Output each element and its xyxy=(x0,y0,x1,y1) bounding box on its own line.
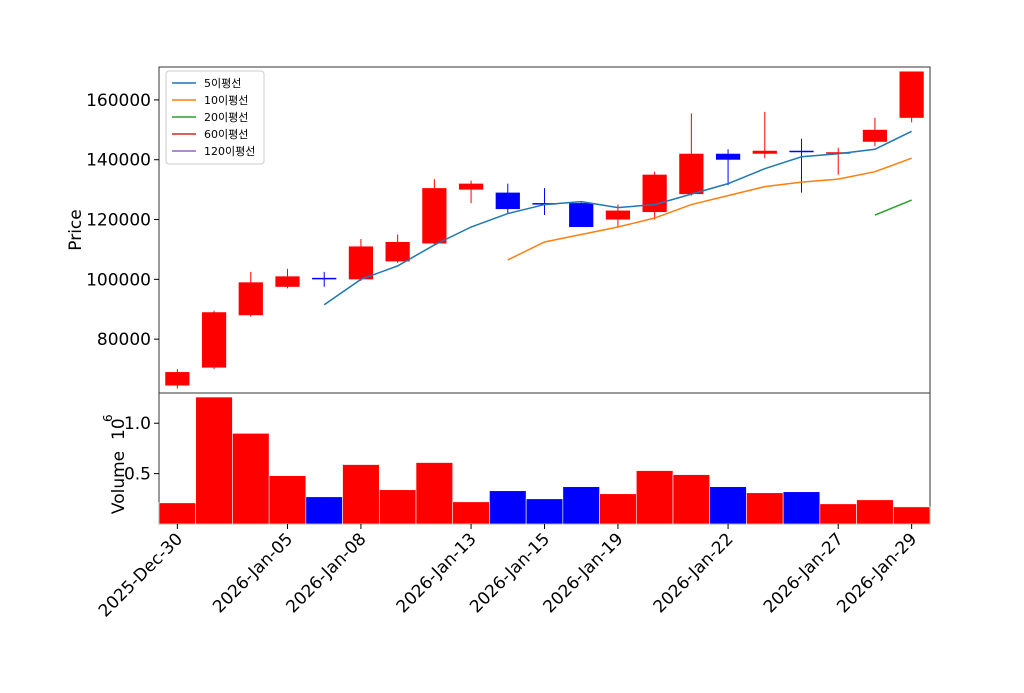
xtick-label: 2026-Jan-22 xyxy=(650,529,738,617)
volume-bar xyxy=(268,475,307,525)
volume-ytick-label: 1.0 xyxy=(124,414,151,434)
candle-body xyxy=(312,277,337,280)
xtick-label: 2025-Dec-30 xyxy=(95,529,187,621)
volume-bar xyxy=(525,498,564,525)
ma-line xyxy=(323,130,912,306)
candle-body xyxy=(642,174,667,213)
volume-bar xyxy=(489,490,527,525)
volume-bar xyxy=(452,501,490,525)
volume-bar xyxy=(672,474,711,525)
price-axis-label: Price xyxy=(66,209,86,250)
candle-body xyxy=(605,210,631,220)
candle-body xyxy=(348,246,374,280)
volume-bar xyxy=(158,502,197,525)
candle-body xyxy=(495,192,520,210)
legend-box xyxy=(165,70,265,165)
ma-line xyxy=(507,157,912,261)
volume-bar xyxy=(562,486,600,525)
candle-body xyxy=(862,129,888,142)
volume-bar xyxy=(599,493,637,525)
candle-body xyxy=(569,203,594,228)
candle-body xyxy=(385,241,410,262)
volume-axis-label: Volume xyxy=(109,451,129,514)
candle-body xyxy=(752,150,777,154)
volume-bar xyxy=(856,499,894,525)
volume-bar xyxy=(305,496,343,525)
price-ytick-label: 140000 xyxy=(86,151,151,171)
volume-offset-label: 10 xyxy=(109,418,129,440)
volume-bar xyxy=(342,464,380,525)
volume-bar xyxy=(635,470,674,525)
legend-label: 120이평선 xyxy=(204,145,255,158)
candle-body xyxy=(238,282,263,316)
candle-body xyxy=(679,153,704,195)
price-ytick-label: 120000 xyxy=(86,211,151,231)
candle-body xyxy=(422,188,447,244)
legend-label: 10이평선 xyxy=(204,94,248,107)
legend-label: 5이평선 xyxy=(204,77,241,90)
candle-body xyxy=(458,183,484,190)
price-ytick-label: 80000 xyxy=(97,330,151,350)
volume-bar xyxy=(819,503,857,525)
candle-body xyxy=(275,276,300,287)
volume-bar xyxy=(195,396,233,525)
ma-line xyxy=(874,199,912,216)
price-panel-frame xyxy=(158,66,931,394)
legend-label: 20이평선 xyxy=(204,111,248,124)
candle-body xyxy=(899,71,924,118)
volume-bar xyxy=(232,433,270,525)
volume-bar xyxy=(415,462,454,525)
price-ytick-label: 100000 xyxy=(86,270,151,290)
candle-body xyxy=(789,150,814,153)
volume-bar xyxy=(782,491,821,525)
legend-label: 60이평선 xyxy=(204,128,248,141)
volume-offset-exponent: 6 xyxy=(101,414,115,422)
candle-body xyxy=(165,372,190,386)
price-ytick-label: 160000 xyxy=(86,91,151,111)
volume-bar xyxy=(378,489,417,525)
volume-bar xyxy=(892,506,931,525)
volume-ytick-label: 0.5 xyxy=(124,465,151,485)
candle-body xyxy=(715,153,741,160)
volume-bar xyxy=(746,492,784,525)
candle-body xyxy=(201,312,227,368)
volume-bar xyxy=(709,486,747,525)
